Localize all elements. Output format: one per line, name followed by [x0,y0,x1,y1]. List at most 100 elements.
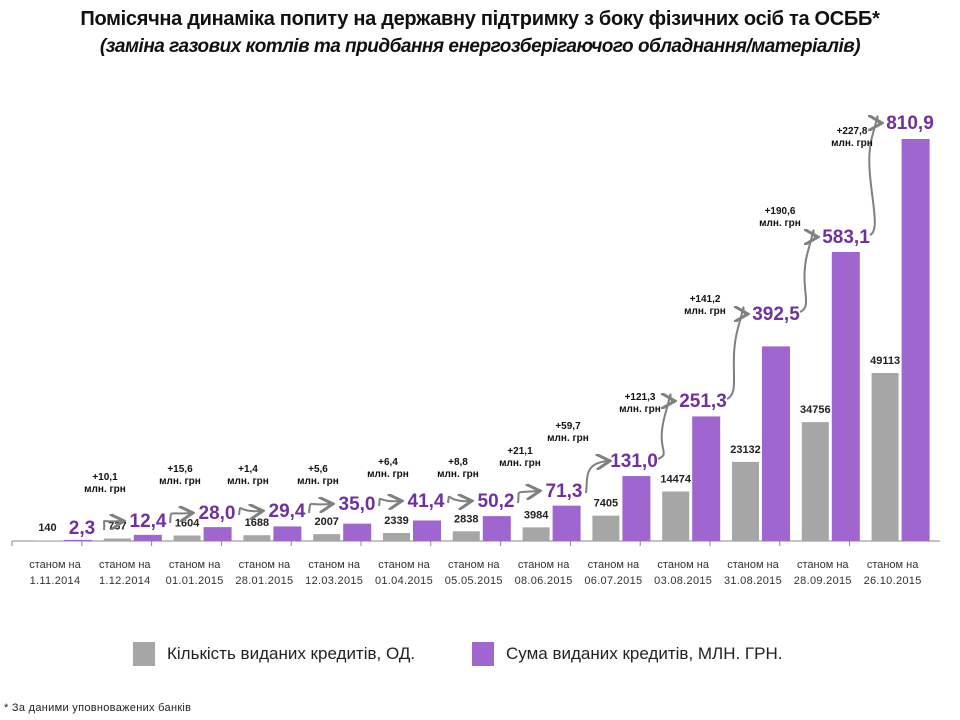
increment-arrow [869,116,880,236]
increment-arrow [726,307,746,400]
data-label-sum: 29,4 [269,501,306,522]
x-tick-label: станом на [448,559,500,571]
increment-value: +1,4 [238,464,258,475]
x-tick-label: станом на [588,559,640,571]
bar-count [243,535,271,541]
data-label-sum: 35,0 [339,494,376,515]
data-label-count: 7405 [594,498,618,510]
legend-item-count: Кількість виданих кредитів, ОД. [133,642,415,666]
x-tick-label: 08.06.2015 [515,575,573,587]
x-tick-label: станом на [378,559,430,571]
increment-label: +10,1 млн. грн [84,472,126,495]
data-label-sum: 131,0 [610,451,658,472]
increment-value: +121,3 [625,392,656,403]
bar-count [662,491,690,541]
increment-label: +8,8 млн. грн [437,457,479,480]
data-label-count: 2339 [384,515,408,527]
increment-arrow [799,230,816,313]
increment-unit: млн. грн [619,404,661,415]
increment-unit: млн. грн [227,476,269,487]
x-tick-label: 01.01.2015 [166,575,224,587]
data-label-count: 34756 [800,404,831,416]
data-label-sum: 50,2 [478,491,515,512]
data-label-count: 3984 [524,509,549,521]
increment-value: +59,7 [555,421,581,432]
x-tick-label: 31.08.2015 [724,575,782,587]
increment-unit: млн. грн [437,469,479,480]
bar-count [173,535,201,541]
increment-value: +6,4 [378,457,398,468]
x-tick-label: 1.12.2014 [99,575,151,587]
increment-value: +141,2 [690,294,721,305]
bar-count [522,527,550,541]
increment-value: +8,8 [448,457,468,468]
increment-unit: млн. грн [84,484,126,495]
increment-label: +21,1 млн. грн [499,446,541,469]
data-label-count: 1604 [175,518,200,530]
bar-count [592,515,620,541]
bar-count [383,532,410,541]
x-tick-label: 06.07.2015 [584,575,642,587]
data-label-sum: 810,9 [886,113,934,134]
bar-count [313,534,341,541]
x-tick-label: станом на [29,559,81,571]
x-tick-label: 03.08.2015 [654,575,712,587]
x-tick-label: станом на [99,559,151,571]
legend-item-sum: Сума виданих кредитів, МЛН. ГРН. [472,642,782,666]
bar-sum [622,476,651,541]
data-label-count: 14474 [660,473,691,485]
increment-unit: млн. грн [547,433,589,444]
x-tick-label: станом на [308,559,360,571]
x-tick-label: станом на [657,559,709,571]
data-label-count: 49113 [870,355,900,367]
bar-sum [901,139,930,541]
x-tick-label: станом на [797,559,849,571]
increment-label: +227,8 млн. грн [831,126,873,149]
increment-arrow [585,461,608,494]
chart-subtitle: (заміна газових котлів та придбання енер… [99,36,861,57]
increment-arrow [308,504,331,514]
bar-sum [692,416,721,541]
bar-sum [343,523,372,541]
data-label-sum: 251,3 [679,391,727,412]
data-label-count: 2838 [454,513,478,525]
increment-label: +141,2 млн. грн [684,294,726,317]
increment-unit: млн. грн [684,306,726,317]
data-label-sum: 2,3 [69,518,95,539]
bar-sum [762,346,790,541]
data-label-sum: 28,0 [199,503,236,524]
legend-label-sum: Сума виданих кредитів, МЛН. ГРН. [506,644,783,663]
increment-arrow [102,521,122,531]
data-label-count: 1688 [245,517,269,529]
bar-count [452,531,480,541]
increment-value: +190,6 [765,206,796,217]
bar-count [732,461,759,541]
increment-label: +5,6 млн. грн [297,464,339,487]
chart-title: Помісячна динаміка попиту на державну пі… [80,8,880,30]
bar-sum [203,527,232,541]
data-label-sum: 392,5 [752,304,800,325]
increment-value: +227,8 [837,126,868,137]
data-label-sum: 583,1 [822,227,870,248]
x-tick-label: 01.04.2015 [375,575,433,587]
data-label-count: 2007 [314,516,338,528]
legend-swatch-gray [133,642,155,666]
x-tick-label: 1.11.2014 [30,575,81,587]
x-tick-label: станом на [169,559,221,571]
increment-arrow [238,508,261,515]
increment-arrow [657,394,673,460]
increment-unit: млн. грн [297,476,339,487]
increment-label: +6,4 млн. грн [367,457,409,480]
increment-unit: млн. грн [159,476,201,487]
increment-arrow [517,491,538,504]
footnote: * За даними уповноважених банків [4,702,192,714]
x-tick-label: станом на [239,559,291,571]
increment-label: +121,3 млн. грн [619,392,661,415]
legend-swatch-purple [472,642,494,666]
data-label-sum: 12,4 [130,511,167,532]
x-tick-label: 12.03.2015 [305,575,363,587]
increment-unit: млн. грн [759,218,801,229]
bar-sum [482,516,511,541]
increment-label: +1,4 млн. грн [227,464,269,487]
bar-count [801,422,829,541]
